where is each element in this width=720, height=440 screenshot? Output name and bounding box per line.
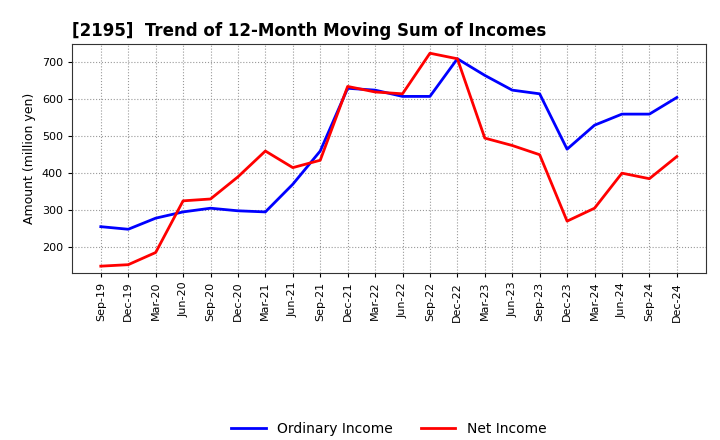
Ordinary Income bbox=[618, 111, 626, 117]
Net Income bbox=[480, 136, 489, 141]
Ordinary Income bbox=[536, 91, 544, 96]
Ordinary Income bbox=[261, 209, 270, 215]
Ordinary Income bbox=[645, 111, 654, 117]
Net Income bbox=[618, 171, 626, 176]
Ordinary Income bbox=[124, 227, 132, 232]
Net Income bbox=[233, 174, 242, 180]
Net Income bbox=[96, 264, 105, 269]
Net Income bbox=[289, 165, 297, 170]
Ordinary Income bbox=[508, 88, 516, 93]
Net Income bbox=[124, 262, 132, 268]
Ordinary Income bbox=[233, 208, 242, 213]
Net Income bbox=[179, 198, 187, 203]
Ordinary Income bbox=[672, 95, 681, 100]
Net Income bbox=[563, 219, 572, 224]
Net Income bbox=[590, 205, 599, 211]
Net Income bbox=[206, 196, 215, 202]
Net Income bbox=[453, 56, 462, 62]
Net Income bbox=[672, 154, 681, 159]
Text: [2195]  Trend of 12-Month Moving Sum of Incomes: [2195] Trend of 12-Month Moving Sum of I… bbox=[72, 22, 546, 40]
Ordinary Income bbox=[590, 123, 599, 128]
Ordinary Income bbox=[179, 209, 187, 215]
Ordinary Income bbox=[289, 182, 297, 187]
Net Income bbox=[398, 91, 407, 96]
Net Income bbox=[371, 89, 379, 95]
Ordinary Income bbox=[480, 73, 489, 78]
Net Income bbox=[645, 176, 654, 181]
Ordinary Income bbox=[151, 216, 160, 221]
Net Income bbox=[261, 148, 270, 154]
Line: Ordinary Income: Ordinary Income bbox=[101, 59, 677, 229]
Ordinary Income bbox=[96, 224, 105, 229]
Net Income bbox=[508, 143, 516, 148]
Ordinary Income bbox=[563, 147, 572, 152]
Line: Net Income: Net Income bbox=[101, 53, 677, 266]
Net Income bbox=[343, 84, 352, 89]
Net Income bbox=[151, 250, 160, 255]
Net Income bbox=[536, 152, 544, 158]
Ordinary Income bbox=[398, 94, 407, 99]
Ordinary Income bbox=[371, 88, 379, 93]
Net Income bbox=[316, 158, 325, 163]
Ordinary Income bbox=[426, 94, 434, 99]
Ordinary Income bbox=[316, 148, 325, 154]
Ordinary Income bbox=[343, 86, 352, 91]
Legend: Ordinary Income, Net Income: Ordinary Income, Net Income bbox=[231, 422, 546, 436]
Ordinary Income bbox=[453, 56, 462, 62]
Ordinary Income bbox=[206, 205, 215, 211]
Net Income bbox=[426, 51, 434, 56]
Y-axis label: Amount (million yen): Amount (million yen) bbox=[23, 93, 36, 224]
